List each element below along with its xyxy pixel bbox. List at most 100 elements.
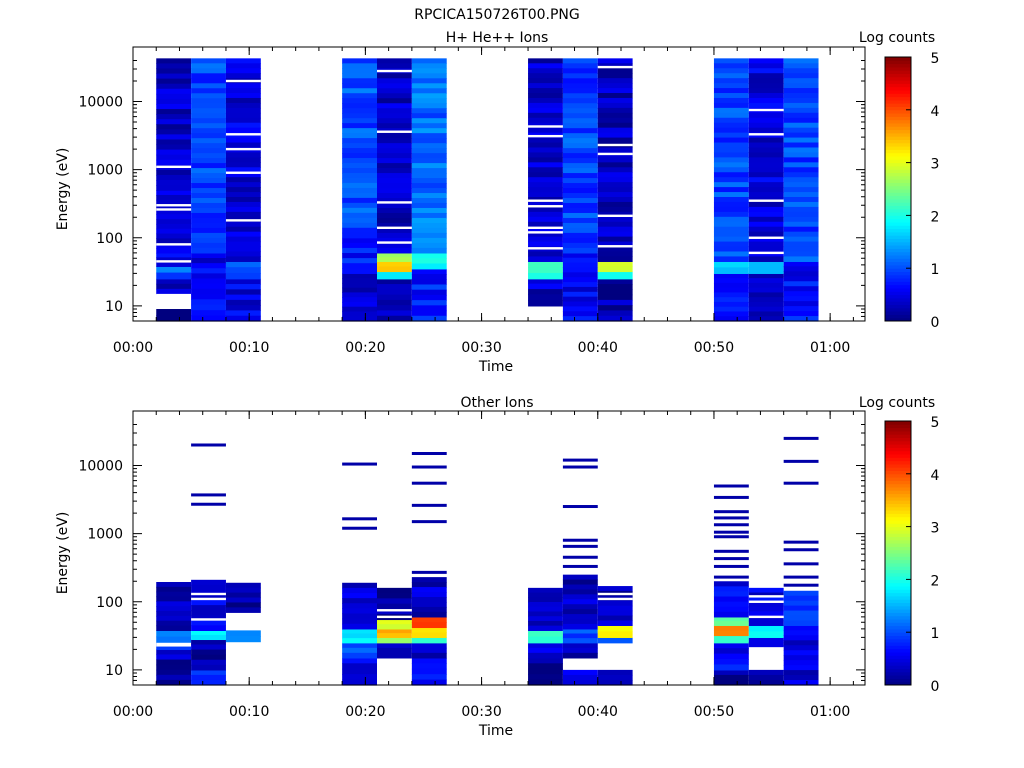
heatmap-cell bbox=[191, 93, 226, 99]
heatmap-cell bbox=[191, 625, 226, 631]
colorbar-label: Log counts bbox=[859, 395, 935, 411]
heatmap-cell bbox=[411, 637, 447, 644]
colorbar-segment bbox=[885, 447, 911, 452]
heatmap-cell bbox=[342, 63, 377, 69]
heatmap-cell bbox=[156, 252, 192, 258]
heatmap-cell bbox=[783, 306, 819, 312]
heatmap-cell bbox=[748, 97, 784, 104]
heatmap-cell bbox=[156, 199, 192, 206]
empty-energy-line bbox=[191, 618, 226, 621]
heatmap-cell bbox=[748, 601, 784, 608]
heatmap-cell bbox=[342, 642, 377, 649]
heatmap-cell bbox=[562, 63, 598, 69]
heatmap-cell bbox=[225, 602, 261, 608]
heatmap-cell bbox=[411, 642, 447, 649]
heatmap-cell bbox=[562, 217, 598, 224]
heatmap-cell bbox=[156, 185, 192, 191]
colorbar-segment bbox=[885, 678, 911, 683]
colorbar-segment bbox=[885, 440, 911, 445]
heatmap-cell bbox=[528, 636, 563, 644]
heatmap-cell bbox=[597, 631, 633, 638]
heatmap-cell bbox=[748, 221, 784, 228]
heatmap-cell bbox=[528, 288, 563, 295]
heatmap-cell bbox=[713, 591, 749, 598]
heatmap-cell bbox=[411, 217, 447, 224]
heatmap-cell bbox=[156, 257, 192, 263]
heatmap-cell bbox=[748, 187, 784, 193]
heatmap-cell bbox=[748, 261, 784, 268]
heatmap-cell bbox=[562, 168, 598, 174]
heatmap-cell bbox=[156, 73, 192, 80]
heatmap-cell bbox=[597, 266, 633, 273]
heatmap-cell bbox=[562, 207, 598, 214]
heatmap-cell bbox=[562, 257, 598, 264]
empty-energy-line bbox=[748, 251, 784, 255]
heatmap-cell bbox=[342, 297, 377, 303]
heatmap-cell bbox=[411, 657, 447, 664]
heatmap-cell bbox=[377, 202, 412, 209]
heatmap-cell bbox=[225, 236, 261, 243]
heatmap-cell bbox=[225, 58, 261, 64]
heatmap-cell bbox=[783, 261, 819, 267]
sparse-count-line bbox=[783, 436, 819, 440]
heatmap-cell bbox=[191, 674, 226, 681]
heatmap-cell bbox=[156, 266, 192, 274]
heatmap-cell bbox=[342, 657, 377, 664]
colorbar-segment bbox=[885, 215, 911, 220]
heatmap-cell bbox=[713, 112, 749, 119]
plot-frame bbox=[132, 46, 866, 322]
heatmap-cell bbox=[156, 93, 192, 100]
empty-energy-line bbox=[597, 214, 633, 218]
heatmap-cell bbox=[191, 283, 226, 290]
heatmap-cell bbox=[748, 206, 784, 213]
heatmap-cell bbox=[225, 221, 261, 228]
empty-energy-line bbox=[191, 592, 226, 596]
sparse-count-line bbox=[562, 458, 598, 462]
heatmap-cell bbox=[528, 58, 563, 64]
y-tick-label: 1000 bbox=[87, 527, 123, 543]
colorbar-segment bbox=[885, 156, 911, 160]
heatmap-cell bbox=[597, 231, 633, 238]
heatmap-cell bbox=[528, 283, 563, 290]
sparse-count-line bbox=[783, 548, 819, 552]
heatmap-cell bbox=[597, 216, 633, 223]
heatmap-cell bbox=[713, 616, 749, 622]
empty-energy-line bbox=[377, 615, 412, 619]
heatmap-cell bbox=[528, 625, 563, 631]
heatmap-cell bbox=[411, 606, 447, 613]
sparse-count-line bbox=[713, 557, 749, 561]
colorbar-segment bbox=[885, 192, 911, 197]
heatmap-cell bbox=[191, 158, 226, 164]
empty-energy-line bbox=[377, 130, 412, 133]
heatmap-cell bbox=[191, 579, 226, 586]
heatmap-cell bbox=[562, 277, 598, 283]
heatmap-cell bbox=[156, 679, 192, 686]
heatmap-cell bbox=[528, 157, 563, 163]
heatmap-cell bbox=[225, 597, 261, 604]
heatmap-cell bbox=[528, 597, 563, 603]
colorbar-label: Log counts bbox=[859, 30, 935, 46]
colorbar-segment bbox=[885, 642, 911, 646]
sparse-count-line bbox=[191, 443, 226, 447]
heatmap-cell bbox=[191, 659, 226, 666]
heatmap-cell bbox=[528, 300, 563, 307]
heatmap-cell bbox=[713, 152, 749, 158]
heatmap-cell bbox=[528, 107, 563, 114]
heatmap-cell bbox=[377, 93, 412, 99]
heatmap-cell bbox=[713, 311, 749, 317]
heatmap-cell bbox=[748, 311, 784, 317]
heatmap-cell bbox=[562, 316, 598, 322]
heatmap-cell bbox=[597, 620, 633, 626]
heatmap-cell bbox=[597, 192, 633, 198]
heatmap-cell bbox=[748, 122, 784, 129]
heatmap-cell bbox=[156, 109, 192, 115]
colorbar-segment bbox=[885, 526, 911, 531]
heatmap-cell bbox=[748, 157, 784, 163]
heatmap-cell bbox=[783, 286, 819, 292]
x-tick-label: 00:50 bbox=[694, 340, 734, 356]
heatmap-cell bbox=[713, 601, 749, 608]
heatmap-cell bbox=[528, 674, 563, 681]
colorbar-segment bbox=[885, 212, 911, 216]
heatmap-cell bbox=[191, 227, 226, 234]
heatmap-cell bbox=[783, 296, 819, 302]
